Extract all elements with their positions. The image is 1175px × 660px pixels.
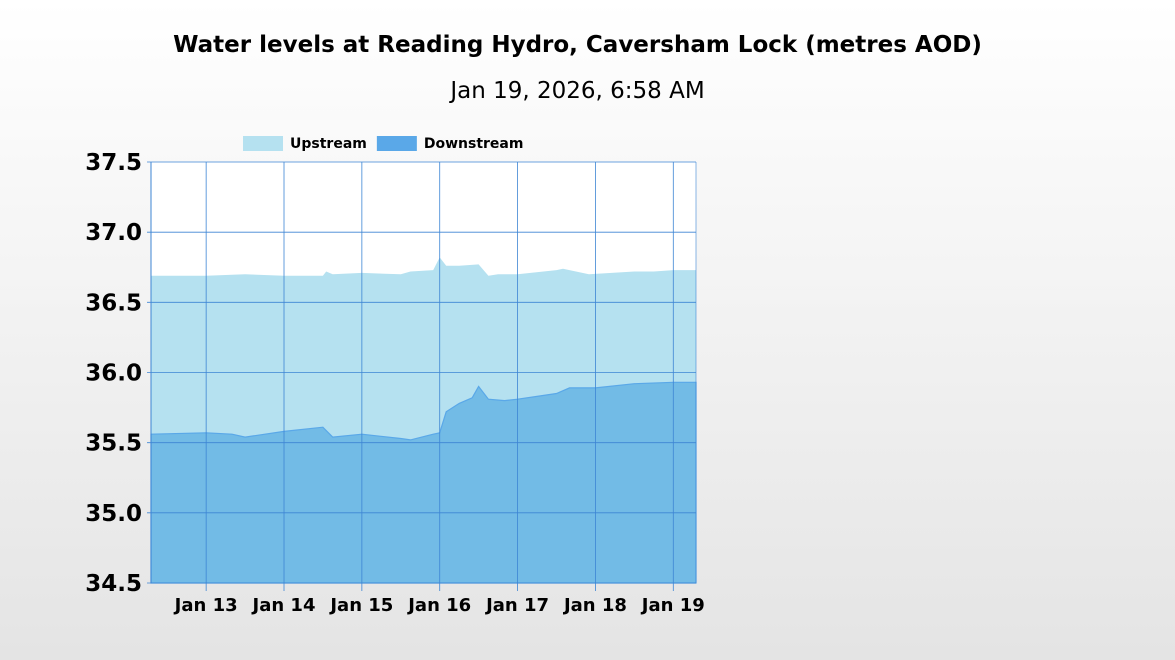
chart-title: Water levels at Reading Hydro, Caversham… [173,32,982,58]
y-tick-label: 37.5 [85,150,142,176]
y-tick-label: 36.5 [85,290,142,316]
chart-subtitle: Jan 19, 2026, 6:58 AM [450,78,705,104]
x-tick-label: Jan 15 [328,595,393,616]
legend-label-downstream: Downstream [424,136,524,152]
x-tick-label: Jan 16 [406,595,471,616]
x-tick-label: Jan 19 [640,595,705,616]
legend-swatch-downstream [376,136,417,151]
y-tick-label: 35.0 [85,501,142,527]
x-tick-label: Jan 13 [173,595,238,616]
y-tick-label: 36.0 [85,361,142,387]
x-tick-label: Jan 17 [484,595,549,616]
y-tick-label: 34.5 [85,571,142,597]
x-tick-label: Jan 18 [562,595,627,616]
area-series-downstream [150,381,697,584]
y-tick-label: 37.0 [85,220,142,246]
x-tick-label: Jan 14 [251,595,316,616]
legend-swatch-upstream [243,136,283,151]
legend-label-upstream: Upstream [290,136,367,152]
y-tick-label: 35.5 [85,431,142,457]
